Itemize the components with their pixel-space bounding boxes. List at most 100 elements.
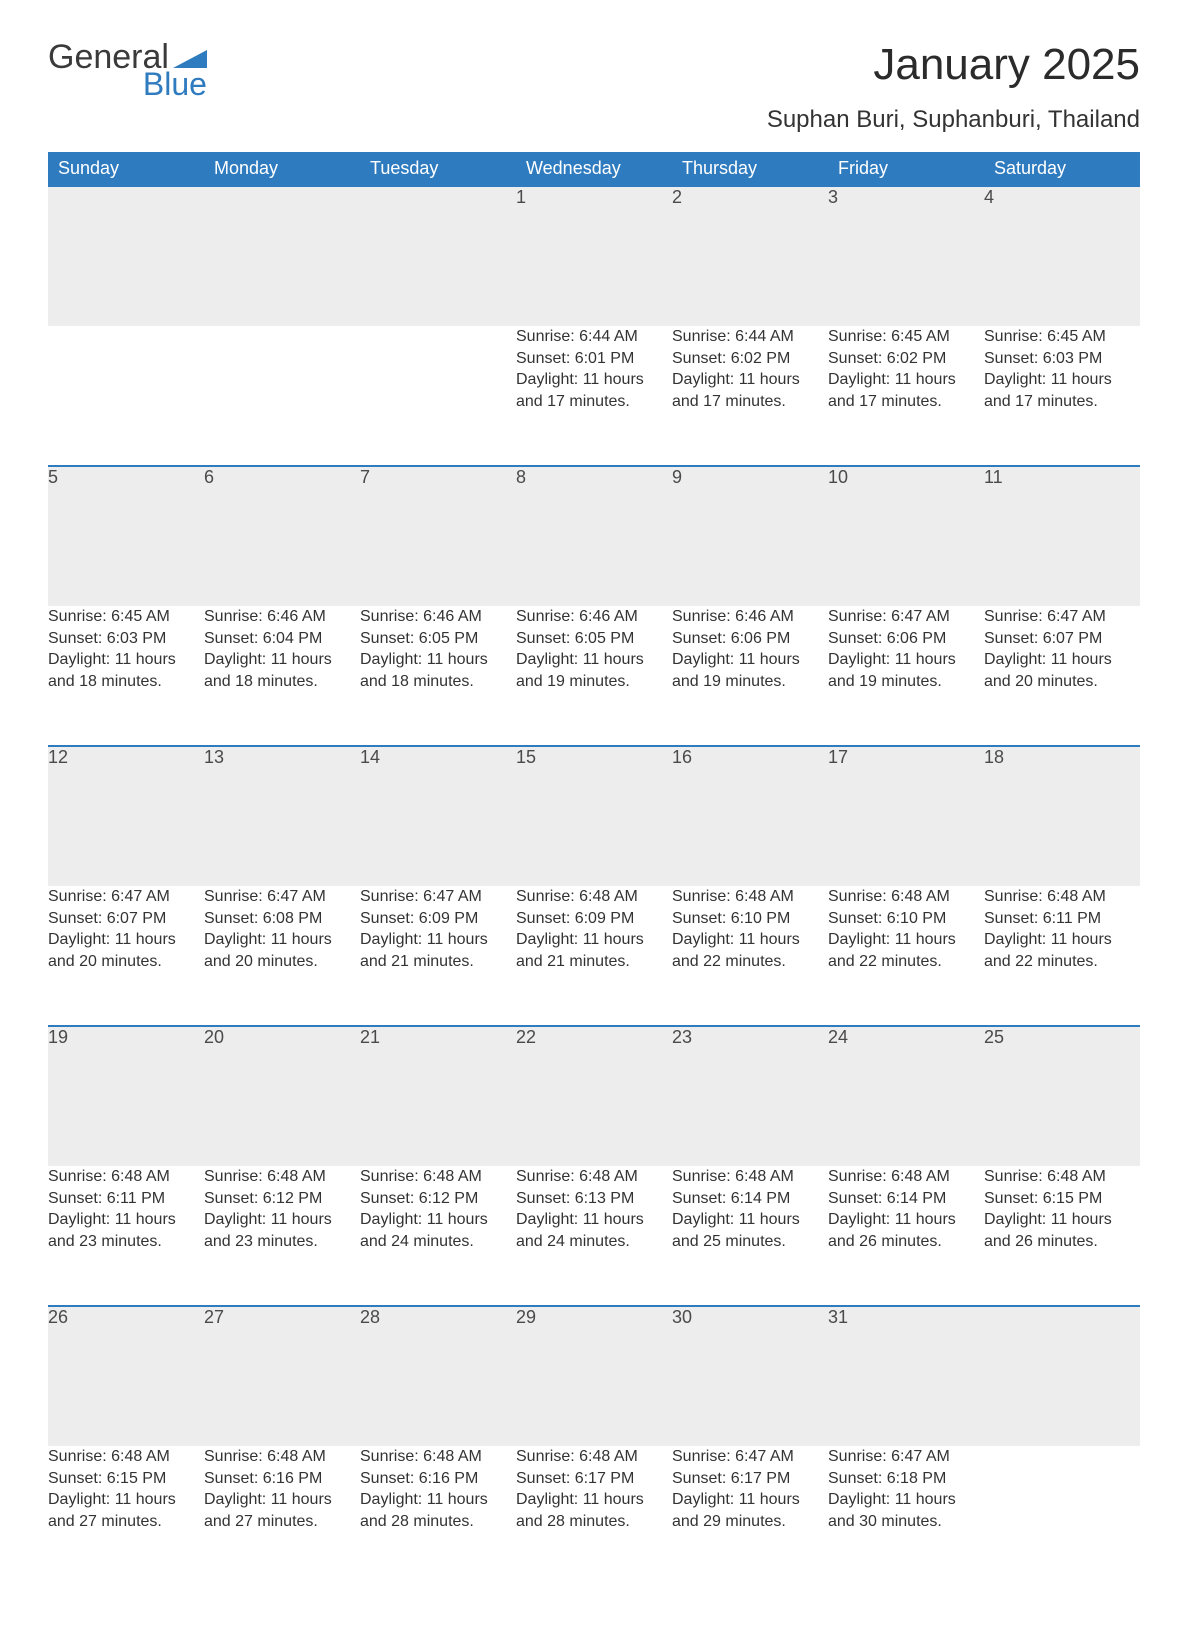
day-number-cell: 18: [984, 746, 1140, 886]
day-number-cell: 27: [204, 1306, 360, 1446]
sunrise-text: Sunrise: 6:47 AM: [672, 1446, 828, 1468]
weekday-header: Monday: [204, 152, 360, 186]
day2-text: and 20 minutes.: [984, 671, 1140, 693]
day-number-cell: 29: [516, 1306, 672, 1446]
sunrise-text: Sunrise: 6:48 AM: [360, 1166, 516, 1188]
day-content-cell: Sunrise: 6:46 AMSunset: 6:05 PMDaylight:…: [360, 606, 516, 746]
daynum-row: 262728293031: [48, 1306, 1140, 1446]
page-title: January 2025: [873, 40, 1140, 90]
day1-text: Daylight: 11 hours: [516, 929, 672, 951]
day2-text: and 18 minutes.: [48, 671, 204, 693]
weekday-header: Tuesday: [360, 152, 516, 186]
day2-text: and 19 minutes.: [828, 671, 984, 693]
day1-text: Daylight: 11 hours: [828, 1489, 984, 1511]
day-number-cell: 26: [48, 1306, 204, 1446]
day1-text: Daylight: 11 hours: [204, 649, 360, 671]
sunset-text: Sunset: 6:13 PM: [516, 1188, 672, 1210]
day-content-cell: Sunrise: 6:48 AMSunset: 6:12 PMDaylight:…: [204, 1166, 360, 1306]
day-content-cell: [48, 326, 204, 466]
day2-text: and 17 minutes.: [828, 391, 984, 413]
sunrise-text: Sunrise: 6:45 AM: [984, 326, 1140, 348]
sunset-text: Sunset: 6:11 PM: [48, 1188, 204, 1210]
day-content-cell: Sunrise: 6:48 AMSunset: 6:16 PMDaylight:…: [360, 1446, 516, 1586]
sunset-text: Sunset: 6:01 PM: [516, 348, 672, 370]
day-content-cell: Sunrise: 6:48 AMSunset: 6:14 PMDaylight:…: [672, 1166, 828, 1306]
day-content-cell: Sunrise: 6:48 AMSunset: 6:13 PMDaylight:…: [516, 1166, 672, 1306]
sunset-text: Sunset: 6:06 PM: [828, 628, 984, 650]
sunrise-text: Sunrise: 6:48 AM: [516, 1166, 672, 1188]
sunset-text: Sunset: 6:05 PM: [516, 628, 672, 650]
day1-text: Daylight: 11 hours: [672, 929, 828, 951]
sunset-text: Sunset: 6:11 PM: [984, 908, 1140, 930]
sunrise-text: Sunrise: 6:48 AM: [360, 1446, 516, 1468]
day-content-cell: Sunrise: 6:45 AMSunset: 6:03 PMDaylight:…: [984, 326, 1140, 466]
content-row: Sunrise: 6:47 AMSunset: 6:07 PMDaylight:…: [48, 886, 1140, 1026]
day2-text: and 28 minutes.: [516, 1511, 672, 1533]
day1-text: Daylight: 11 hours: [516, 649, 672, 671]
day-number-cell: 12: [48, 746, 204, 886]
day-number-cell: 19: [48, 1026, 204, 1166]
sunrise-text: Sunrise: 6:48 AM: [984, 886, 1140, 908]
sunset-text: Sunset: 6:08 PM: [204, 908, 360, 930]
day2-text: and 22 minutes.: [984, 951, 1140, 973]
day-content-cell: Sunrise: 6:47 AMSunset: 6:07 PMDaylight:…: [984, 606, 1140, 746]
day-content-cell: [984, 1446, 1140, 1586]
day-number-cell: 9: [672, 466, 828, 606]
day-content-cell: Sunrise: 6:44 AMSunset: 6:01 PMDaylight:…: [516, 326, 672, 466]
sunset-text: Sunset: 6:04 PM: [204, 628, 360, 650]
sunset-text: Sunset: 6:05 PM: [360, 628, 516, 650]
day-number-cell: 2: [672, 186, 828, 326]
day-content-cell: [204, 326, 360, 466]
day-content-cell: Sunrise: 6:48 AMSunset: 6:12 PMDaylight:…: [360, 1166, 516, 1306]
sunrise-text: Sunrise: 6:45 AM: [828, 326, 984, 348]
day1-text: Daylight: 11 hours: [984, 1209, 1140, 1231]
day2-text: and 27 minutes.: [204, 1511, 360, 1533]
day-number-cell: 16: [672, 746, 828, 886]
day1-text: Daylight: 11 hours: [48, 929, 204, 951]
day2-text: and 25 minutes.: [672, 1231, 828, 1253]
day2-text: and 18 minutes.: [360, 671, 516, 693]
day-content-cell: Sunrise: 6:48 AMSunset: 6:14 PMDaylight:…: [828, 1166, 984, 1306]
content-row: Sunrise: 6:44 AMSunset: 6:01 PMDaylight:…: [48, 326, 1140, 466]
daynum-row: 567891011: [48, 466, 1140, 606]
day1-text: Daylight: 11 hours: [828, 929, 984, 951]
sunset-text: Sunset: 6:09 PM: [516, 908, 672, 930]
day1-text: Daylight: 11 hours: [48, 1489, 204, 1511]
day-content-cell: Sunrise: 6:48 AMSunset: 6:11 PMDaylight:…: [48, 1166, 204, 1306]
calendar-table: Sunday Monday Tuesday Wednesday Thursday…: [48, 152, 1140, 1586]
sunset-text: Sunset: 6:15 PM: [984, 1188, 1140, 1210]
day2-text: and 27 minutes.: [48, 1511, 204, 1533]
sunset-text: Sunset: 6:17 PM: [516, 1468, 672, 1490]
day1-text: Daylight: 11 hours: [984, 929, 1140, 951]
sunset-text: Sunset: 6:12 PM: [204, 1188, 360, 1210]
day1-text: Daylight: 11 hours: [48, 649, 204, 671]
day1-text: Daylight: 11 hours: [516, 1209, 672, 1231]
day-content-cell: Sunrise: 6:48 AMSunset: 6:10 PMDaylight:…: [828, 886, 984, 1026]
sunset-text: Sunset: 6:14 PM: [672, 1188, 828, 1210]
day-number-cell: 30: [672, 1306, 828, 1446]
day2-text: and 19 minutes.: [672, 671, 828, 693]
day-number-cell: 22: [516, 1026, 672, 1166]
sunset-text: Sunset: 6:07 PM: [48, 908, 204, 930]
sunset-text: Sunset: 6:12 PM: [360, 1188, 516, 1210]
day-content-cell: Sunrise: 6:48 AMSunset: 6:09 PMDaylight:…: [516, 886, 672, 1026]
day-number-cell: 13: [204, 746, 360, 886]
weekday-header: Thursday: [672, 152, 828, 186]
day-content-cell: Sunrise: 6:48 AMSunset: 6:16 PMDaylight:…: [204, 1446, 360, 1586]
day1-text: Daylight: 11 hours: [48, 1209, 204, 1231]
sunrise-text: Sunrise: 6:46 AM: [516, 606, 672, 628]
day-number-cell: 17: [828, 746, 984, 886]
sunrise-text: Sunrise: 6:48 AM: [828, 1166, 984, 1188]
day-number-cell: [204, 186, 360, 326]
sunrise-text: Sunrise: 6:44 AM: [672, 326, 828, 348]
weekday-header: Wednesday: [516, 152, 672, 186]
sunset-text: Sunset: 6:14 PM: [828, 1188, 984, 1210]
day-number-cell: 25: [984, 1026, 1140, 1166]
sunrise-text: Sunrise: 6:46 AM: [204, 606, 360, 628]
sunrise-text: Sunrise: 6:48 AM: [828, 886, 984, 908]
day1-text: Daylight: 11 hours: [360, 929, 516, 951]
sunrise-text: Sunrise: 6:48 AM: [48, 1446, 204, 1468]
sunset-text: Sunset: 6:17 PM: [672, 1468, 828, 1490]
sunset-text: Sunset: 6:18 PM: [828, 1468, 984, 1490]
day2-text: and 18 minutes.: [204, 671, 360, 693]
